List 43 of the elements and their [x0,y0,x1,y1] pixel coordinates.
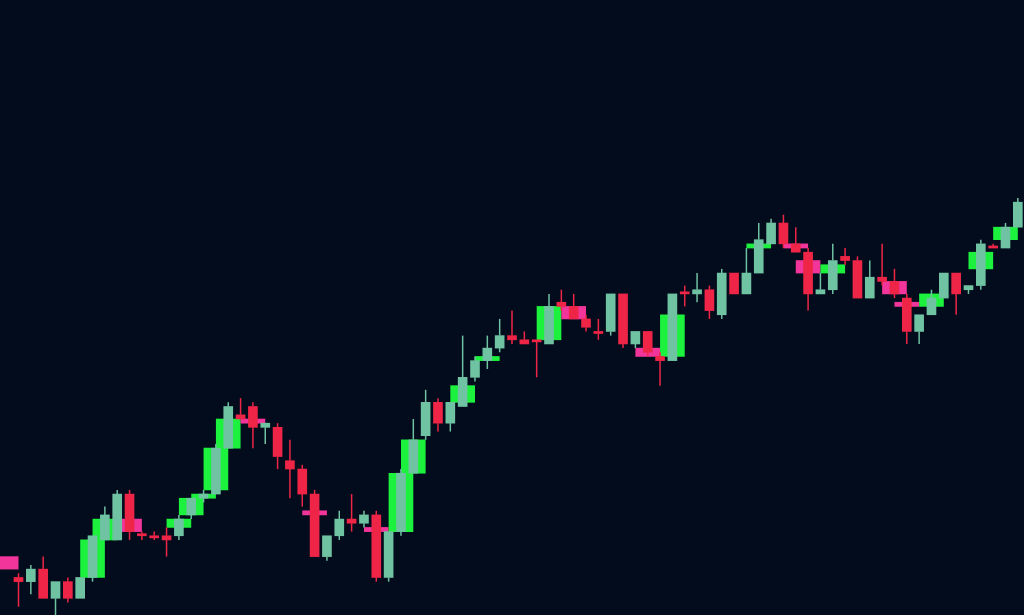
candlestick [100,505,110,541]
candlestick [359,510,369,529]
candlestick [186,497,197,520]
candlestick [408,418,419,474]
candlestick [285,439,295,499]
candlestick [864,259,875,299]
candlestick [544,293,554,345]
candlestick [433,397,443,433]
candlestick [75,577,86,599]
candlestick [914,314,924,345]
candlestick [655,351,665,387]
candlestick [729,272,739,295]
candlestick [112,489,123,541]
candlestick [531,339,542,379]
candlestick [975,238,986,291]
candlestick [26,564,36,595]
candlestick [470,355,480,383]
candlestick [149,530,160,541]
candlestick [38,555,49,599]
candlestick [901,293,912,345]
candlestick [322,535,332,562]
candlestick [766,218,776,245]
candlestick [63,576,73,604]
candlestick [174,514,184,541]
candlestick [457,334,468,407]
candlestick [1013,197,1023,228]
candlestick [951,272,961,316]
candlestick [396,468,406,537]
candlestick [211,443,221,495]
candlestick [248,401,258,449]
candlestick [741,247,752,295]
candlestick [938,272,949,299]
candlestick [877,243,887,287]
candlestick [223,401,234,449]
candlestick [790,226,801,253]
candlestick [692,272,702,303]
candlestick [803,247,813,312]
candlestick [667,293,678,361]
candlestick [507,309,517,345]
candlestick [840,247,850,266]
candlestick [827,243,838,295]
candlestick [618,293,628,349]
candlestick [581,314,591,333]
